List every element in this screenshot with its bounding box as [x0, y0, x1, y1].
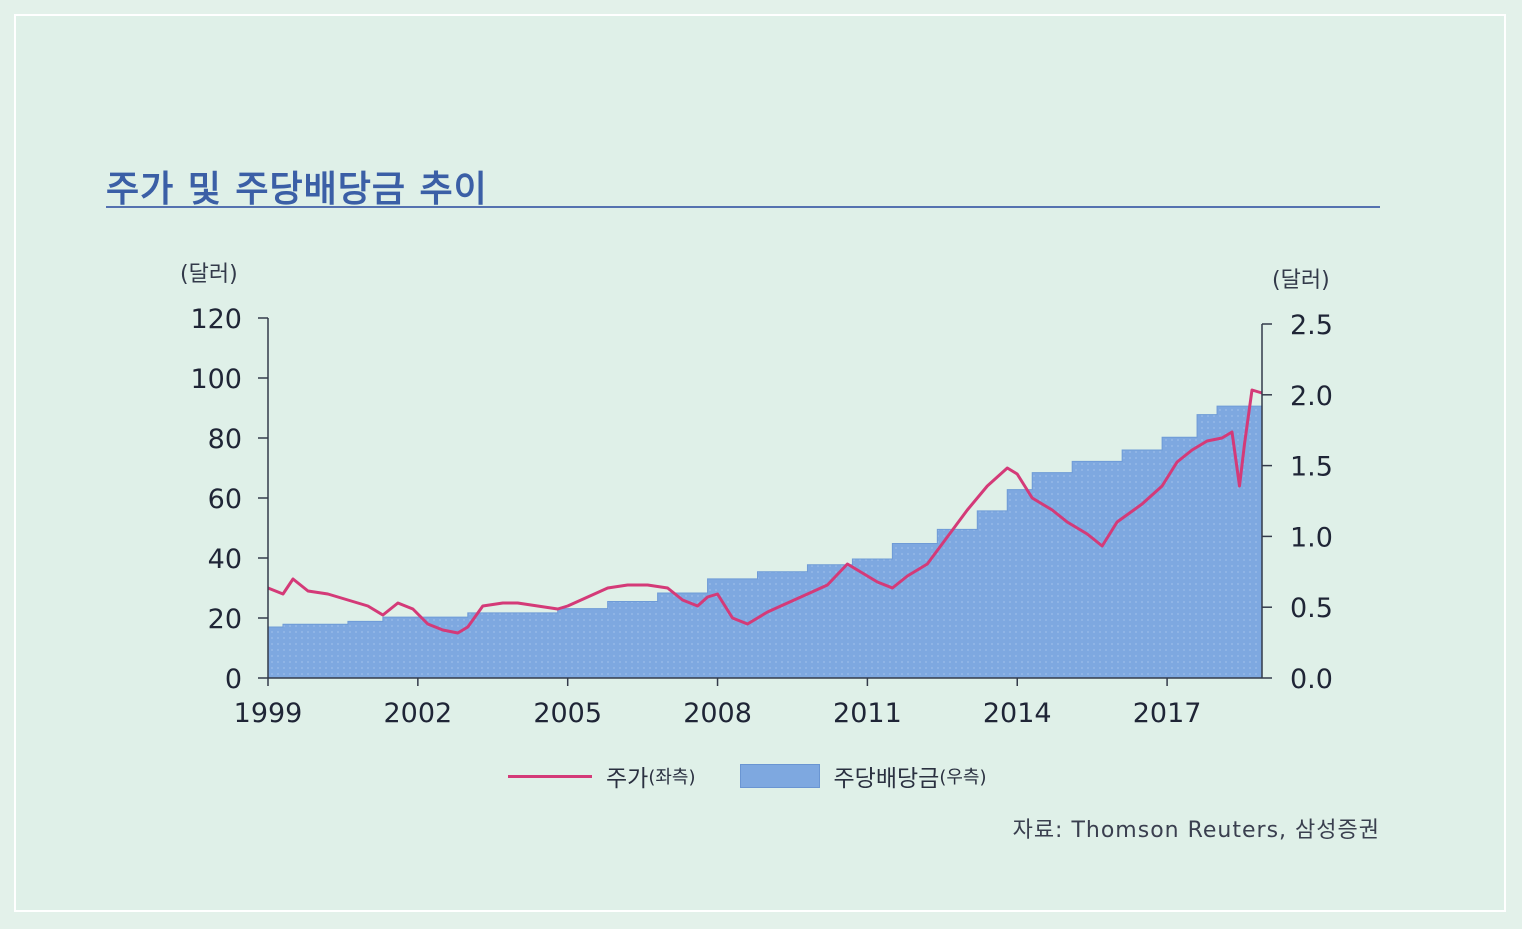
right-axis-unit: (달러) [1272, 268, 1330, 293]
price-line [267, 388, 1263, 635]
right-tick-label: 0.0 [1290, 664, 1333, 695]
legend-price-swatch [508, 774, 592, 778]
left-tick-label: 120 [190, 304, 242, 335]
title-underline [106, 206, 1380, 208]
left-tick-label: 100 [190, 364, 242, 395]
source-note: 자료: Thomson Reuters, 삼성증권 [1012, 818, 1380, 843]
chart-title: 주가 및 주당배당금 추이 [106, 169, 488, 210]
left-axis-unit: (달러) [180, 262, 238, 287]
x-tick-label: 2014 [983, 698, 1052, 729]
left-tick-label: 20 [208, 604, 242, 635]
x-tick-label: 2005 [533, 698, 602, 729]
right-tick-label: 1.0 [1290, 522, 1333, 553]
left-tick-label: 80 [208, 424, 242, 455]
left-tick-label: 0 [225, 664, 242, 695]
left-tick-label: 40 [208, 544, 242, 575]
legend-dividend-sublabel: (우측) [939, 767, 987, 788]
legend-dividend-label: 주당배당금 [833, 766, 940, 792]
x-tick-label: 2008 [683, 698, 752, 729]
right-tick-label: 0.5 [1290, 593, 1333, 624]
left-tick-label: 60 [208, 484, 242, 515]
x-tick-label: 2011 [833, 698, 902, 729]
legend: 주가 (좌측) 주당배당금 (우측) [508, 760, 986, 792]
legend-price-sublabel: (좌측) [648, 767, 696, 788]
x-tick-label: 2002 [383, 698, 452, 729]
legend-dividend-swatch [739, 764, 820, 788]
x-tick-label: 1999 [234, 698, 303, 729]
dividend-area [267, 405, 1263, 679]
right-tick-label: 2.5 [1290, 310, 1333, 341]
right-tick-label: 1.5 [1290, 452, 1333, 483]
legend-price-label: 주가 [606, 766, 649, 792]
x-tick-label: 2017 [1133, 698, 1202, 729]
right-tick-label: 2.0 [1290, 381, 1333, 412]
